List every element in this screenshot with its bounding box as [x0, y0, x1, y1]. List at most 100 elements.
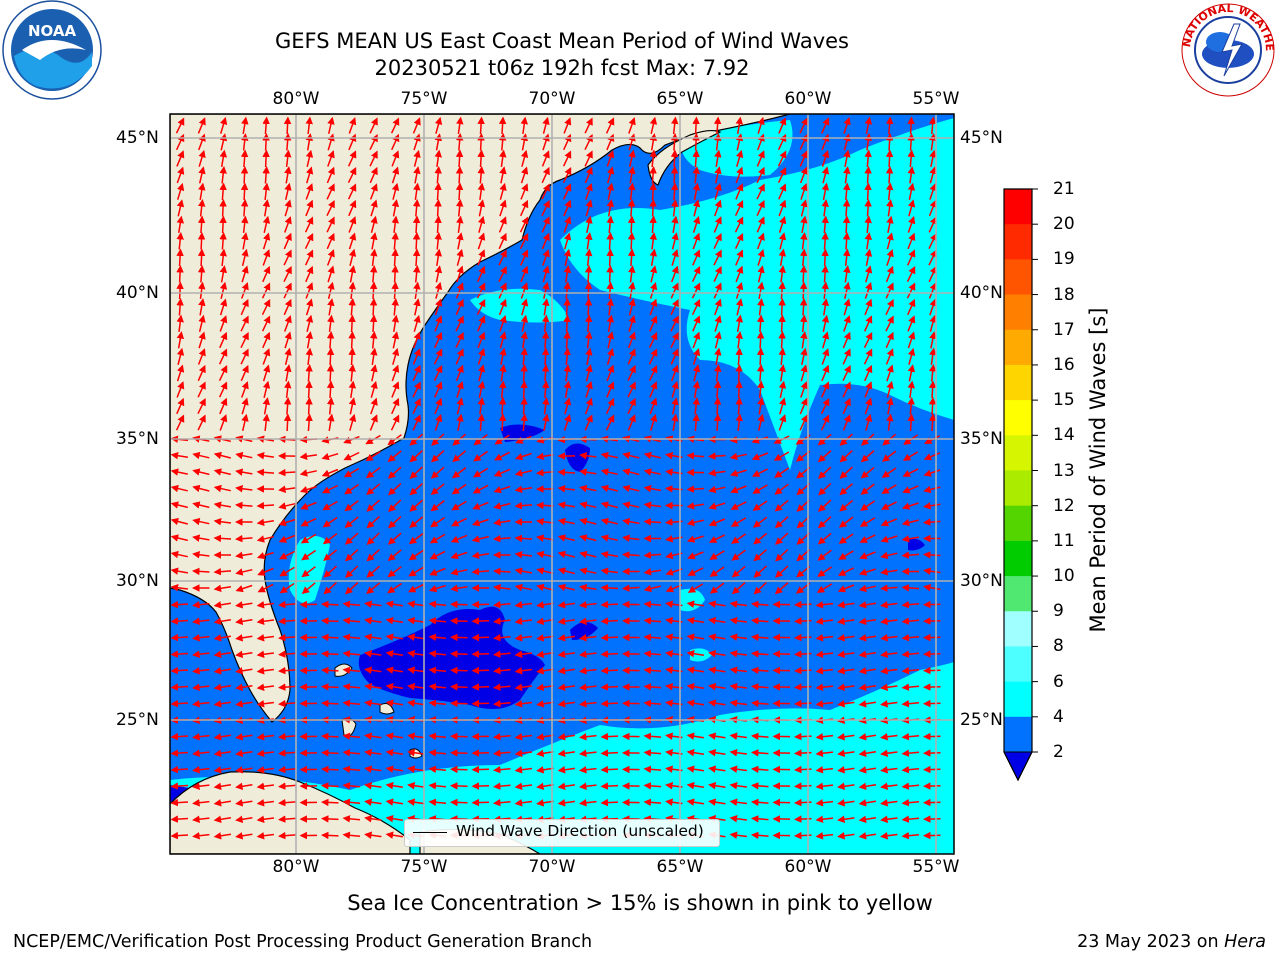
wind-wave-arrow: [605, 117, 615, 134]
wind-wave-arrow: [584, 265, 593, 283]
wind-wave-arrow: [456, 116, 464, 135]
wind-wave-arrow: [928, 282, 937, 299]
wind-wave-arrow: [347, 166, 357, 184]
wind-wave-arrow: [628, 149, 636, 167]
wind-wave-arrow: [923, 485, 941, 494]
wind-wave-arrow: [300, 533, 317, 544]
wind-wave-arrow: [585, 380, 593, 398]
wind-wave-arrow: [391, 199, 400, 217]
wind-wave-arrow: [563, 216, 572, 233]
wind-wave-arrow: [928, 413, 937, 432]
wind-wave-arrow: [412, 215, 421, 234]
wind-wave-arrow: [520, 282, 529, 299]
lat-tick-left: 35°N: [116, 429, 159, 449]
wind-wave-arrow: [880, 518, 898, 527]
colorbar-swatch: [1004, 400, 1032, 436]
colorbar: [1003, 188, 1038, 782]
wind-wave-arrow: [821, 215, 829, 234]
wind-wave-arrow: [365, 450, 381, 462]
wind-wave-arrow: [412, 364, 421, 382]
wind-wave-arrow: [536, 534, 554, 542]
wind-wave-arrow: [343, 451, 360, 461]
wind-wave-arrow: [606, 182, 615, 200]
wind-wave-arrow: [671, 413, 679, 432]
wind-wave-arrow: [477, 133, 485, 151]
wind-wave-arrow: [907, 315, 916, 332]
wind-wave-arrow: [778, 298, 786, 316]
wind-wave-arrow: [778, 331, 786, 349]
wind-wave-arrow: [170, 517, 188, 526]
wind-wave-arrow: [671, 380, 679, 398]
wind-wave-arrow: [321, 600, 339, 609]
wind-wave-arrow: [794, 749, 812, 757]
wind-wave-arrow: [327, 413, 335, 432]
wind-wave-arrow: [563, 199, 572, 217]
wind-wave-arrow: [649, 182, 657, 201]
wind-wave-arrow: [256, 452, 275, 460]
wind-wave-arrow: [929, 149, 937, 167]
wind-wave-arrow: [321, 732, 339, 741]
wind-wave-arrow: [305, 380, 313, 399]
wind-wave-arrow: [455, 298, 464, 316]
wind-wave-arrow: [241, 265, 249, 283]
wind-wave-arrow: [284, 331, 292, 349]
wind-wave-arrow: [412, 414, 421, 431]
wind-wave-arrow: [649, 149, 657, 168]
wind-wave-arrow: [299, 485, 317, 494]
wind-wave-arrow: [600, 782, 619, 790]
wind-wave-arrow: [928, 232, 937, 250]
wind-wave-arrow: [472, 467, 489, 478]
wind-wave-arrow: [235, 451, 253, 460]
wind-wave-arrow: [563, 397, 572, 415]
wind-wave-arrow: [860, 500, 876, 511]
wind-wave-arrow: [606, 265, 614, 283]
wind-wave-arrow: [456, 397, 464, 415]
wind-wave-arrow: [499, 314, 507, 332]
wind-wave-arrow: [219, 248, 227, 266]
wind-wave-arrow: [643, 501, 661, 509]
wind-wave-arrow: [170, 815, 189, 823]
wind-wave-arrow: [817, 516, 832, 529]
wind-wave-arrow: [348, 397, 357, 415]
wind-wave-arrow: [450, 551, 468, 560]
wind-wave-arrow: [366, 532, 380, 546]
lon-tick-bottom: 70°W: [528, 857, 576, 877]
wind-wave-arrow: [627, 199, 636, 217]
wind-wave-arrow: [305, 282, 314, 299]
wind-wave-arrow: [885, 116, 894, 135]
colorbar-label: Mean Period of Wind Waves [s]: [1086, 307, 1110, 633]
wind-wave-arrow: [197, 414, 206, 431]
wind-wave-arrow: [348, 281, 356, 299]
wind-wave-arrow: [213, 451, 231, 460]
wind-wave-arrow: [455, 182, 464, 201]
wind-wave-arrow: [778, 347, 786, 366]
wind-wave-arrow: [885, 133, 894, 151]
wind-wave-arrow: [498, 413, 507, 432]
wind-wave-arrow: [170, 534, 188, 542]
wind-wave-arrow: [262, 397, 271, 415]
wind-wave-arrow: [713, 199, 722, 217]
wind-wave-arrow: [778, 117, 787, 134]
wind-wave-arrow: [348, 314, 356, 333]
wind-wave-arrow: [256, 468, 275, 477]
wind-wave-arrow: [176, 331, 185, 349]
wind-wave-arrow: [305, 397, 313, 415]
wind-wave-arrow: [241, 413, 249, 431]
colorbar-tick-label: 12: [1053, 495, 1075, 516]
wind-wave-arrow: [498, 232, 507, 250]
lat-tick-left: 40°N: [116, 283, 159, 303]
wind-wave-arrow: [799, 397, 808, 415]
wind-wave-arrow: [536, 518, 554, 526]
wind-wave-arrow: [369, 314, 378, 333]
wind-wave-arrow: [413, 149, 421, 167]
wind-wave-arrow: [305, 166, 314, 184]
wind-wave-arrow: [192, 484, 210, 493]
wind-wave-arrow: [240, 381, 249, 398]
wind-wave-arrow: [344, 549, 359, 562]
wind-wave-arrow: [541, 380, 550, 399]
wind-wave-arrow: [261, 282, 271, 299]
wind-wave-arrow: [498, 298, 507, 316]
wind-wave-arrow: [455, 315, 464, 332]
wind-wave-arrow: [520, 364, 528, 382]
wind-wave-arrow: [821, 199, 829, 217]
